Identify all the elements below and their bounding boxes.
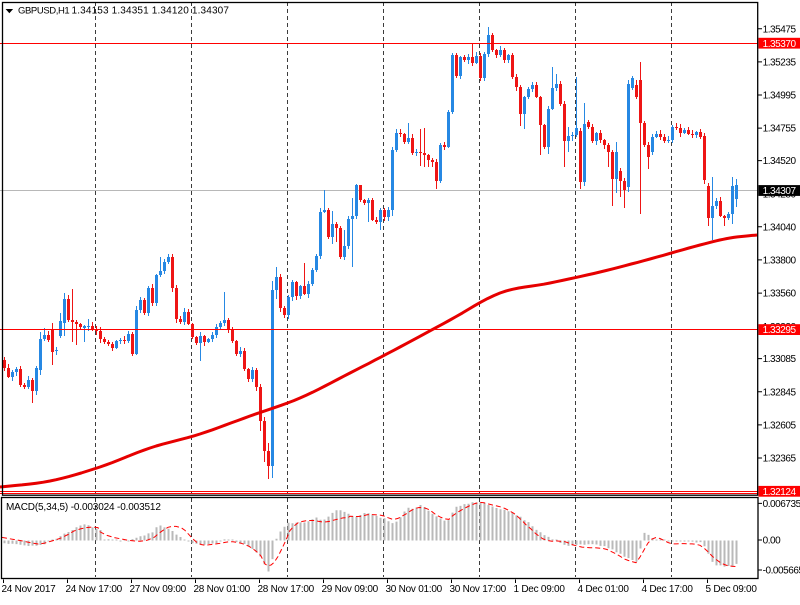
- svg-text:1.34755: 1.34755: [763, 124, 797, 135]
- svg-text:1.33085: 1.33085: [763, 354, 797, 365]
- svg-text:1.34153 1.34351 1.34120 1.3430: 1.34153 1.34351 1.34120 1.34307: [72, 6, 230, 17]
- svg-text:30 Nov 17:00: 30 Nov 17:00: [450, 584, 507, 595]
- svg-text:1.32605: 1.32605: [763, 421, 797, 432]
- svg-text:24 Nov 2017: 24 Nov 2017: [2, 584, 57, 595]
- svg-text:5 Dec 09:00: 5 Dec 09:00: [706, 584, 758, 595]
- svg-text:1.34307: 1.34307: [763, 186, 797, 197]
- svg-text:4 Dec 17:00: 4 Dec 17:00: [642, 584, 694, 595]
- svg-text:1.32845: 1.32845: [763, 387, 797, 398]
- svg-text:MACD(5,34,5) -0.003024 -0.0035: MACD(5,34,5) -0.003024 -0.003512: [6, 502, 161, 513]
- svg-text:1.35235: 1.35235: [763, 58, 797, 69]
- svg-text:1.33295: 1.33295: [763, 325, 797, 336]
- svg-text:28 Nov 01:00: 28 Nov 01:00: [194, 584, 251, 595]
- svg-text:GBPUSD,H1: GBPUSD,H1: [18, 6, 69, 17]
- svg-text:1.33560: 1.33560: [763, 289, 797, 300]
- svg-text:1.35475: 1.35475: [763, 24, 797, 35]
- svg-text:4 Dec 01:00: 4 Dec 01:00: [578, 584, 630, 595]
- svg-text:24 Nov 17:00: 24 Nov 17:00: [66, 584, 123, 595]
- svg-text:1.34995: 1.34995: [763, 91, 797, 102]
- svg-text:1.33800: 1.33800: [763, 256, 797, 267]
- svg-text:0.00: 0.00: [763, 536, 782, 547]
- svg-text:28 Nov 17:00: 28 Nov 17:00: [258, 584, 315, 595]
- svg-text:1.32124: 1.32124: [763, 487, 797, 498]
- svg-text:0.006735: 0.006735: [763, 499, 800, 510]
- svg-text:27 Nov 09:00: 27 Nov 09:00: [130, 584, 187, 595]
- svg-text:1 Dec 09:00: 1 Dec 09:00: [514, 584, 566, 595]
- svg-text:30 Nov 01:00: 30 Nov 01:00: [386, 584, 443, 595]
- svg-text:1.32365: 1.32365: [763, 454, 797, 465]
- svg-text:29 Nov 09:00: 29 Nov 09:00: [322, 584, 379, 595]
- svg-text:1.34520: 1.34520: [763, 156, 797, 167]
- svg-text:1.34040: 1.34040: [763, 222, 797, 233]
- svg-text:-0.005665: -0.005665: [763, 566, 800, 577]
- svg-text:1.35370: 1.35370: [763, 39, 797, 50]
